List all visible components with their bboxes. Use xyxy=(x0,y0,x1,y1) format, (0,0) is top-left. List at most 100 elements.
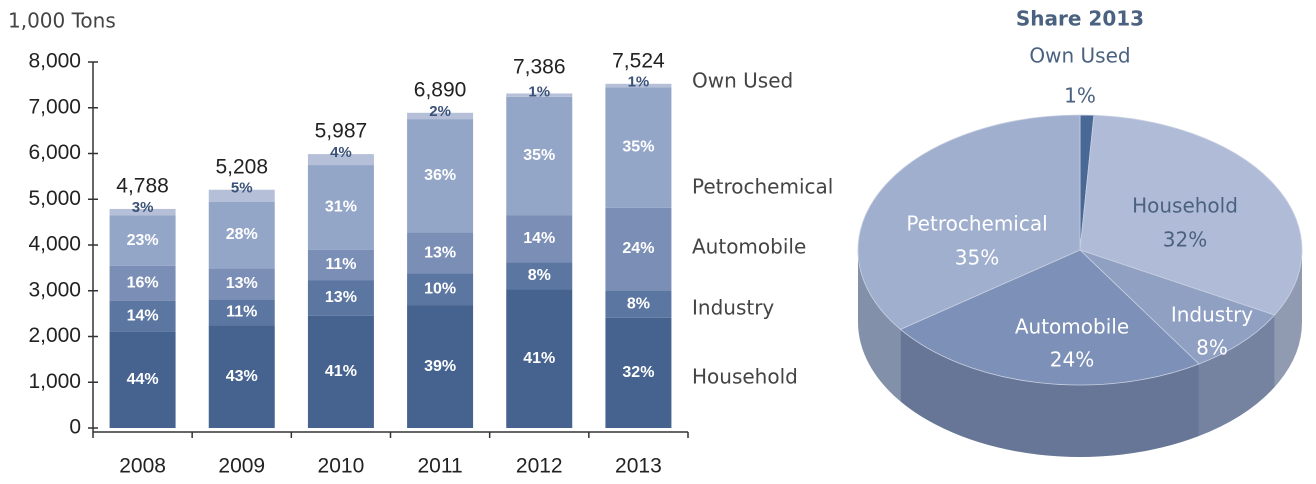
bar-segment xyxy=(407,273,474,306)
bar-segment xyxy=(407,305,474,428)
bar-segment xyxy=(506,93,573,97)
bar-label: 4% xyxy=(330,144,352,161)
axis-label: 1,000 Tons xyxy=(8,9,116,33)
total-label: 4,788 xyxy=(116,174,169,197)
pie-slice xyxy=(1079,114,1303,316)
bar-segment xyxy=(307,165,374,250)
bar-segment xyxy=(506,215,573,263)
pie-side xyxy=(900,329,1199,457)
y-tick-label: 7,000 xyxy=(28,95,81,118)
bar-label: 44% xyxy=(127,371,159,388)
bar-label: 11% xyxy=(325,256,356,273)
pie-label: Own Used xyxy=(1029,44,1130,68)
pie-slice xyxy=(899,249,1200,386)
bar-label: 1% xyxy=(528,83,550,100)
pie-side xyxy=(1198,315,1275,436)
bar-segment xyxy=(407,232,474,274)
bar-label: 14% xyxy=(523,230,555,247)
bar-label: 10% xyxy=(424,281,456,298)
y-tick-label: 5,000 xyxy=(28,187,81,210)
bar-segment xyxy=(109,265,176,301)
legend-label: Petrochemical xyxy=(692,175,833,199)
bar-segment xyxy=(307,315,374,428)
pie-side xyxy=(858,250,901,402)
x-tick-label: 2010 xyxy=(318,455,365,478)
bar-segment xyxy=(109,300,176,332)
bar-label: 35% xyxy=(523,147,555,164)
bar-label: 41% xyxy=(523,350,555,367)
total-label: 5,987 xyxy=(315,120,368,143)
pie-slice xyxy=(857,114,1081,330)
total-label: 7,524 xyxy=(612,49,665,72)
bar-segment xyxy=(407,112,474,120)
y-tick-label: 1,000 xyxy=(28,370,81,393)
bar-segment xyxy=(109,208,176,216)
pie-label: Industry xyxy=(1171,303,1253,327)
total-label: 5,208 xyxy=(215,155,268,178)
x-tick-label: 2008 xyxy=(119,455,166,478)
y-tick-label: 0 xyxy=(69,416,81,439)
bar-label: 1% xyxy=(628,74,650,91)
bar-segment xyxy=(605,290,672,318)
bar-label: 32% xyxy=(622,364,654,381)
bar-label: 24% xyxy=(622,240,654,257)
total-label: 7,386 xyxy=(513,56,566,79)
bar-label: 36% xyxy=(424,167,456,184)
legend-label: Own Used xyxy=(692,69,793,93)
y-tick-label: 4,000 xyxy=(28,233,81,256)
bar-segment xyxy=(208,189,275,202)
bar-segment xyxy=(109,215,176,266)
bar-segment xyxy=(208,299,275,326)
bar-label: 35% xyxy=(622,139,654,156)
pie-value-label: 8% xyxy=(1196,336,1228,360)
pie-label: Household xyxy=(1132,194,1238,218)
bar-label: 8% xyxy=(528,267,551,284)
bar-label: 31% xyxy=(325,199,357,216)
pie-label: Automobile xyxy=(1015,315,1129,339)
bar-label: 13% xyxy=(226,275,258,292)
bar-segment xyxy=(506,262,573,290)
bar-label: 14% xyxy=(127,308,159,325)
bar-label: 2% xyxy=(429,103,451,120)
legend-label: Industry xyxy=(692,296,774,320)
bar-label: 8% xyxy=(627,295,650,312)
bar-label: 43% xyxy=(226,368,258,385)
legend-label: Automobile xyxy=(692,235,806,259)
bar-label: 11% xyxy=(226,304,257,321)
bar-label: 39% xyxy=(424,358,456,375)
x-tick-label: 2012 xyxy=(516,455,563,478)
x-tick-label: 2013 xyxy=(615,455,662,478)
bar-label: 3% xyxy=(132,199,154,216)
bar-segment xyxy=(307,249,374,281)
bar-segment xyxy=(208,201,275,269)
bar-segment xyxy=(307,154,374,166)
bar-segment xyxy=(605,83,672,88)
total-label: 6,890 xyxy=(414,78,467,101)
bar-segment xyxy=(307,280,374,316)
y-tick-label: 6,000 xyxy=(28,141,81,164)
bar-segment xyxy=(407,119,474,233)
bar-segment xyxy=(109,331,176,428)
bar-label: 41% xyxy=(325,363,357,380)
bar-segment xyxy=(506,289,573,428)
y-tick-label: 2,000 xyxy=(28,324,81,347)
bar-segment xyxy=(605,317,672,428)
pie-label: Petrochemical xyxy=(906,212,1047,236)
bar-segment xyxy=(506,96,573,216)
pie-value-label: 35% xyxy=(955,246,999,270)
bar-label: 13% xyxy=(424,244,456,261)
pie-value-label: 24% xyxy=(1050,348,1094,372)
y-tick-label: 3,000 xyxy=(28,278,81,301)
bar-label: 28% xyxy=(226,226,258,243)
bar-segment xyxy=(605,87,672,208)
pie-value-label: 1% xyxy=(1064,84,1096,108)
pie-value-label: 32% xyxy=(1163,228,1207,252)
bar-segment xyxy=(208,268,275,300)
x-tick-label: 2011 xyxy=(417,455,462,478)
pie-title: Share 2013 xyxy=(1016,7,1144,31)
bar-label: 16% xyxy=(127,275,159,292)
pie-slice xyxy=(1079,249,1276,365)
bar-label: 5% xyxy=(231,180,253,197)
x-tick-label: 2009 xyxy=(218,455,265,478)
